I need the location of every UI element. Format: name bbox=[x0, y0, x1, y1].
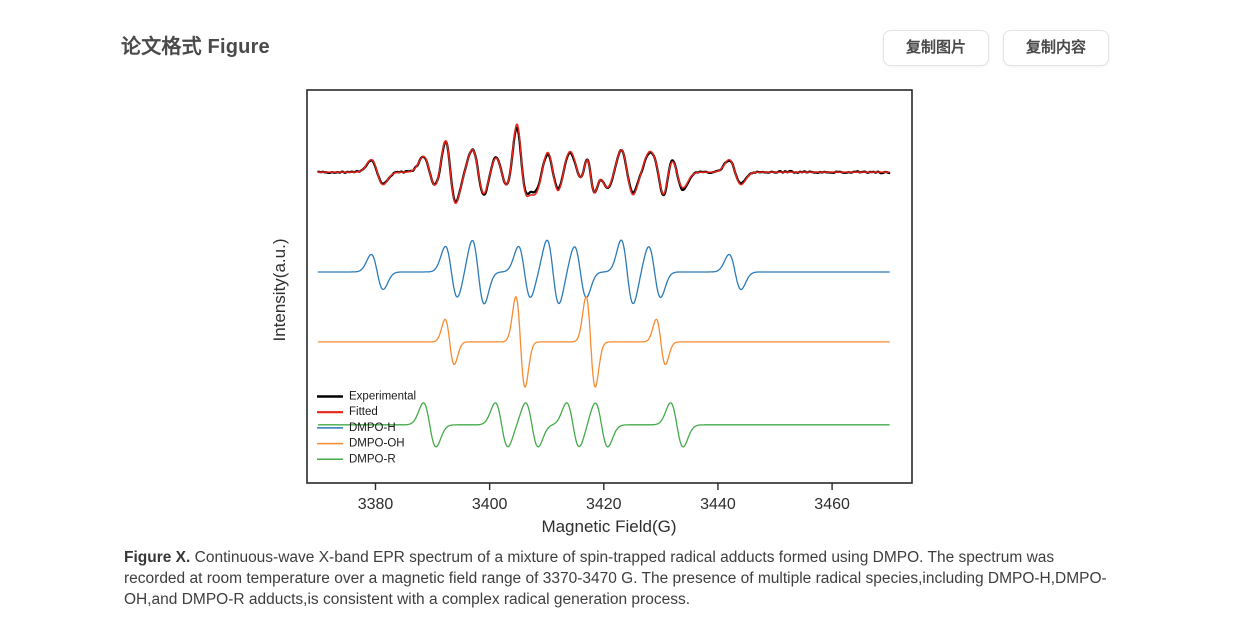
header-buttons: 复制图片 复制内容 bbox=[882, 30, 1109, 66]
figure-caption-text: Continuous-wave X-band EPR spectrum of a… bbox=[124, 549, 1107, 608]
x-tick-label: 3460 bbox=[814, 496, 850, 513]
legend-label-dmpo-r: DMPO-R bbox=[349, 453, 396, 465]
legend-label-fitted: Fitted bbox=[349, 406, 378, 418]
x-tick-label: 3440 bbox=[700, 496, 736, 513]
epr-chart-area: 3380 3400 3420 3440 3460 Experimental Fitted DM… bbox=[250, 80, 940, 540]
plot-frame bbox=[306, 89, 913, 484]
x-axis-title: Magnetic Field(G) bbox=[541, 517, 676, 536]
dmpo-r-trace bbox=[317, 402, 890, 448]
legend-label-dmpo-h: DMPO-H bbox=[349, 422, 396, 434]
fitted-trace bbox=[317, 123, 890, 205]
legend-label-experimental: Experimental bbox=[349, 391, 416, 403]
epr-spectrum-chart: 3380 3400 3420 3440 3460 Experimental Fitted DM… bbox=[270, 89, 913, 536]
x-tick-label: 3420 bbox=[586, 496, 622, 513]
copy-image-button[interactable]: 复制图片 bbox=[882, 30, 989, 66]
y-axis-title: Intensity(a.u.) bbox=[270, 239, 289, 342]
legend-label-dmpo-oh: DMPO-OH bbox=[349, 438, 405, 450]
dmpo-oh-trace bbox=[317, 296, 890, 388]
figure-caption-label: Figure X. bbox=[124, 549, 191, 566]
dmpo-h-trace bbox=[317, 239, 890, 305]
x-tick-label: 3380 bbox=[358, 496, 394, 513]
page-title: 论文格式 Figure bbox=[121, 36, 270, 58]
figure-caption: Figure X. Continuous-wave X-band EPR spe… bbox=[124, 547, 1116, 610]
x-tick-label: 3400 bbox=[472, 496, 508, 513]
experimental-trace bbox=[317, 126, 891, 204]
copy-content-button[interactable]: 复制内容 bbox=[1002, 30, 1109, 66]
